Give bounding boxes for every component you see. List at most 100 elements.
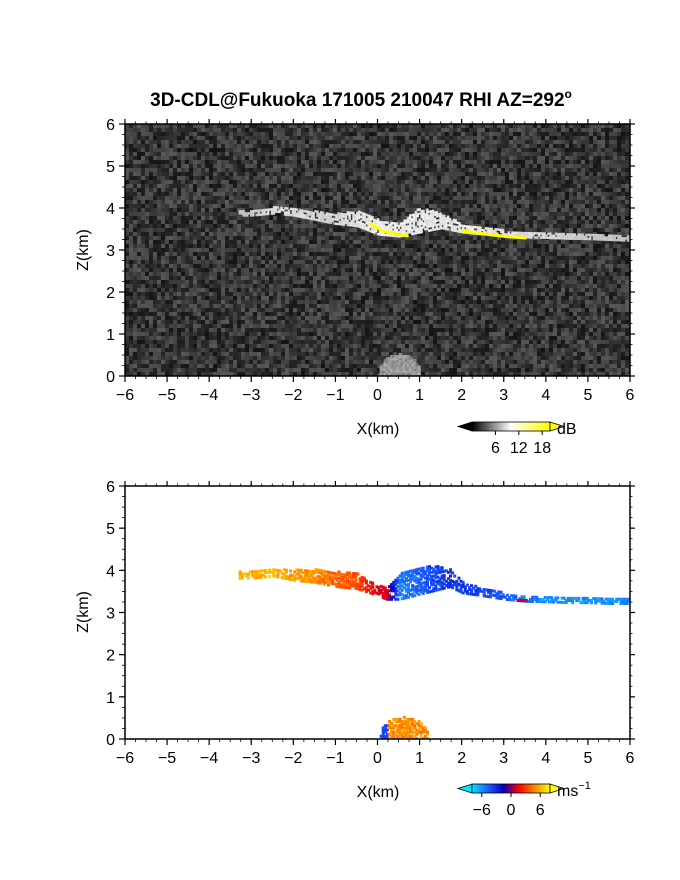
- noise-cell: [349, 188, 353, 192]
- noise-cell: [565, 128, 569, 132]
- noise-cell: [517, 204, 521, 208]
- noise-cell: [317, 140, 321, 144]
- noise-cell: [353, 196, 357, 200]
- noise-cell: [229, 216, 233, 220]
- noise-cell: [601, 172, 605, 176]
- noise-cell: [497, 160, 501, 164]
- noise-cell: [525, 200, 529, 204]
- noise-cell: [365, 244, 369, 248]
- noise-cell: [253, 220, 257, 224]
- noise-cell: [201, 140, 205, 144]
- noise-cell: [189, 224, 193, 228]
- noise-cell: [593, 208, 597, 212]
- noise-cell: [365, 188, 369, 192]
- noise-cell: [205, 240, 209, 244]
- noise-cell: [569, 140, 573, 144]
- noise-cell: [385, 236, 389, 240]
- noise-cell: [617, 264, 621, 268]
- noise-cell: [365, 124, 369, 128]
- noise-cell: [241, 152, 245, 156]
- noise-cell: [589, 216, 593, 220]
- noise-cell: [125, 164, 129, 168]
- noise-cell: [605, 184, 609, 188]
- noise-cell: [237, 204, 241, 208]
- noise-cell: [393, 188, 397, 192]
- noise-cell: [465, 132, 469, 136]
- noise-cell: [613, 128, 617, 132]
- noise-cell: [365, 144, 369, 148]
- noise-cell: [509, 192, 513, 196]
- noise-cell: [525, 216, 529, 220]
- noise-cell: [525, 148, 529, 152]
- noise-cell: [189, 256, 193, 260]
- noise-cell: [137, 204, 141, 208]
- noise-cell: [405, 264, 409, 268]
- noise-cell: [501, 256, 505, 260]
- noise-cell: [541, 256, 545, 260]
- noise-cell: [549, 176, 553, 180]
- noise-cell: [365, 200, 369, 204]
- noise-cell: [549, 172, 553, 176]
- noise-cell: [161, 200, 165, 204]
- noise-cell: [305, 236, 309, 240]
- noise-cell: [481, 176, 485, 180]
- noise-cell: [261, 148, 265, 152]
- noise-cell: [137, 208, 141, 212]
- noise-cell: [149, 200, 153, 204]
- noise-cell: [249, 240, 253, 244]
- noise-cell: [589, 268, 593, 272]
- noise-cell: [269, 180, 273, 184]
- noise-cell: [601, 176, 605, 180]
- noise-cell: [485, 256, 489, 260]
- noise-cell: [445, 256, 449, 260]
- noise-cell: [249, 224, 253, 228]
- noise-cell: [517, 152, 521, 156]
- noise-cell: [345, 160, 349, 164]
- noise-cell: [177, 192, 181, 196]
- noise-cell: [437, 272, 441, 276]
- noise-cell: [125, 200, 129, 204]
- noise-cell: [497, 232, 501, 236]
- noise-cell: [249, 276, 253, 280]
- noise-cell: [321, 132, 325, 136]
- noise-cell: [525, 144, 529, 148]
- noise-cell: [185, 188, 189, 192]
- noise-cell: [457, 272, 461, 276]
- noise-cell: [605, 172, 609, 176]
- noise-cell: [253, 144, 257, 148]
- noise-cell: [253, 236, 257, 240]
- noise-cell: [433, 204, 437, 208]
- noise-cell: [309, 180, 313, 184]
- noise-cell: [553, 124, 557, 128]
- noise-cell: [477, 164, 481, 168]
- noise-cell: [621, 220, 625, 224]
- noise-cell: [401, 252, 405, 256]
- noise-cell: [309, 240, 313, 244]
- noise-cell: [377, 276, 381, 280]
- noise-cell: [217, 280, 221, 284]
- noise-cell: [269, 184, 273, 188]
- noise-cell: [213, 136, 217, 140]
- noise-cell: [477, 152, 481, 156]
- noise-cell: [153, 160, 157, 164]
- noise-cell: [381, 268, 385, 272]
- noise-cell: [565, 160, 569, 164]
- noise-cell: [141, 236, 145, 240]
- noise-cell: [185, 268, 189, 272]
- noise-cell: [509, 152, 513, 156]
- noise-cell: [373, 260, 377, 264]
- noise-cell: [517, 132, 521, 136]
- noise-cell: [337, 256, 341, 260]
- noise-cell: [133, 128, 137, 132]
- noise-cell: [505, 264, 509, 268]
- noise-cell: [273, 168, 277, 172]
- noise-cell: [197, 244, 201, 248]
- noise-cell: [553, 208, 557, 212]
- noise-cell: [213, 152, 217, 156]
- noise-cell: [177, 164, 181, 168]
- noise-cell: [481, 132, 485, 136]
- noise-cell: [625, 152, 629, 156]
- noise-cell: [561, 160, 565, 164]
- noise-cell: [197, 176, 201, 180]
- noise-cell: [313, 128, 317, 132]
